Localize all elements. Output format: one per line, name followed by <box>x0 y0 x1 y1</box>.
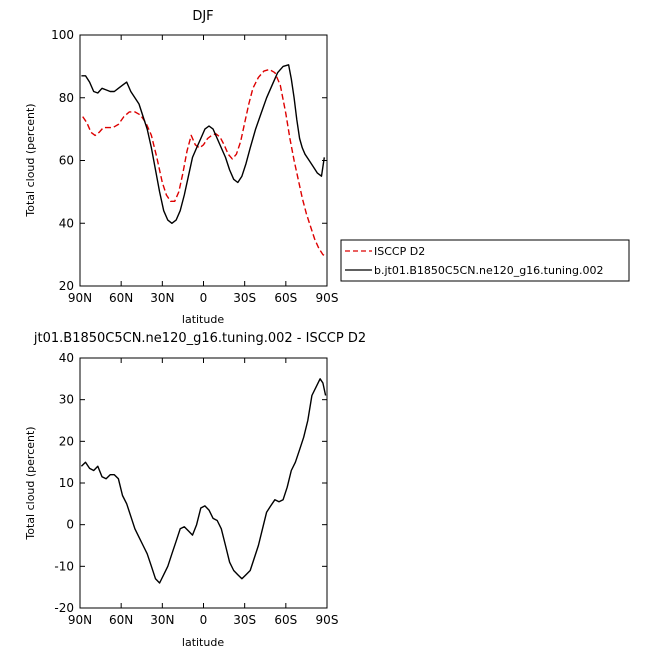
chart-title: jt01.B1850C5CN.ne120_g16.tuning.002 - IS… <box>33 331 366 346</box>
y-axis-label: Total cloud (percent) <box>24 426 37 540</box>
x-axis-label: latitude <box>182 313 224 326</box>
x-axis-label: latitude <box>182 636 224 649</box>
x-tick-label: 90S <box>316 291 339 305</box>
x-tick-label: 60N <box>109 613 133 627</box>
y-tick-label: 100 <box>51 28 74 42</box>
x-tick-label: 60S <box>274 613 297 627</box>
x-axis-ticks: 90N 60N 30N 0 30S 60S 90S <box>68 35 339 305</box>
y-tick-label: 40 <box>59 216 74 230</box>
difference-panel: jt01.B1850C5CN.ne120_g16.tuning.002 - IS… <box>24 331 366 649</box>
y-tick-label: 30 <box>59 393 74 407</box>
x-tick-label: 90N <box>68 613 92 627</box>
x-tick-label: 90N <box>68 291 92 305</box>
x-tick-label: 30N <box>150 291 174 305</box>
x-tick-label: 30S <box>233 613 256 627</box>
x-tick-label: 90S <box>316 613 339 627</box>
y-tick-label: -10 <box>54 559 74 573</box>
x-axis-ticks: 90N 60N 30N 0 30S 60S 90S <box>68 358 339 627</box>
legend-box <box>340 239 630 282</box>
series-line-0 <box>82 68 326 257</box>
y-axis-ticks: 20 40 60 80 100 <box>51 28 327 293</box>
plot-frame <box>79 357 328 609</box>
y-axis-ticks: -20 -10 0 10 20 30 40 <box>54 351 327 615</box>
x-tick-label: 0 <box>200 613 208 627</box>
x-tick-label: 60S <box>274 291 297 305</box>
x-tick-label: 0 <box>200 291 208 305</box>
legend-label-model: b.jt01.B1850C5CN.ne120_g16.tuning.002 <box>374 264 603 277</box>
y-tick-label: 20 <box>59 279 74 293</box>
y-tick-label: 80 <box>59 91 74 105</box>
series-lines <box>80 378 327 584</box>
series-line-0 <box>80 378 327 584</box>
chart-title: DJF <box>192 9 213 24</box>
x-tick-label: 60N <box>109 291 133 305</box>
y-tick-label: 0 <box>66 518 74 532</box>
legend-label-isccp: ISCCP D2 <box>374 245 425 258</box>
legend: ISCCP D2 b.jt01.B1850C5CN.ne120_g16.tuni… <box>340 239 630 282</box>
x-tick-label: 30S <box>233 291 256 305</box>
y-tick-label: 10 <box>59 476 74 490</box>
y-tick-label: 20 <box>59 434 74 448</box>
series-lines <box>81 64 326 257</box>
y-axis-label: Total cloud (percent) <box>24 103 37 217</box>
series-line-1 <box>81 64 325 225</box>
y-tick-label: -20 <box>54 601 74 615</box>
y-tick-label: 60 <box>59 154 74 168</box>
x-tick-label: 30N <box>150 613 174 627</box>
djf-panel: DJF 20 40 60 80 100 90N 60N 30N 0 30S 60S 90S lati… <box>24 9 338 326</box>
y-tick-label: 40 <box>59 351 74 365</box>
